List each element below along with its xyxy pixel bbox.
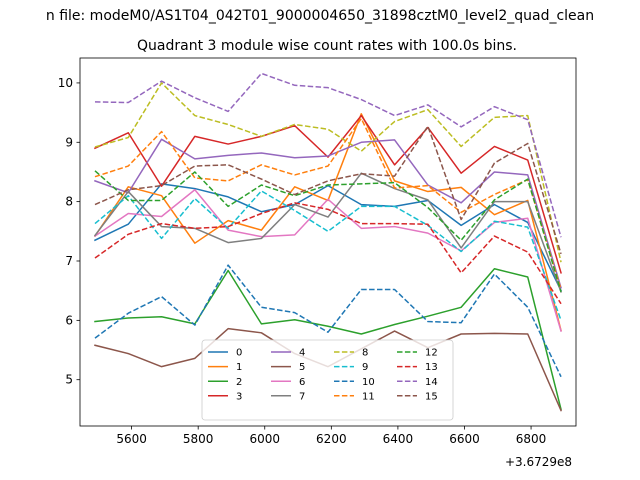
legend-label-0: 0 [236, 348, 242, 359]
y-tick-label: 5 [65, 373, 73, 387]
legend-label-8: 8 [362, 348, 368, 359]
legend-label-5: 5 [299, 362, 305, 373]
legend-label-9: 9 [362, 362, 368, 373]
series-line-11 [94, 117, 562, 290]
x-tick-label: 6200 [316, 432, 347, 446]
y-tick-label: 6 [65, 313, 73, 327]
series-line-1 [93, 113, 562, 332]
x-tick-label: 5800 [183, 432, 214, 446]
x-tick-label: 6000 [249, 432, 280, 446]
legend-label-2: 2 [236, 377, 242, 388]
figure-suptitle: n file: modeM0/AS1T04_042T01_9000004650_… [46, 8, 594, 24]
legend-label-11: 11 [362, 391, 375, 402]
series-line-12 [94, 170, 562, 293]
series-line-13 [94, 202, 562, 305]
legend-label-15: 15 [425, 391, 438, 402]
series-line-15 [94, 125, 562, 255]
legend-label-12: 12 [425, 348, 438, 359]
x-tick-label: 5600 [116, 432, 147, 446]
y-tick-label: 10 [58, 76, 73, 90]
legend-label-6: 6 [299, 377, 305, 388]
x-offset-label: +3.6729e8 [505, 455, 572, 469]
legend-label-13: 13 [425, 362, 438, 373]
y-tick-label: 7 [65, 254, 73, 268]
x-tick-label: 6800 [516, 432, 547, 446]
y-tick-label: 8 [65, 195, 73, 209]
legend-label-7: 7 [299, 391, 305, 402]
series-line-8 [94, 82, 562, 263]
legend-label-10: 10 [362, 377, 375, 388]
series-line-14 [94, 72, 562, 238]
x-tick-label: 6400 [383, 432, 414, 446]
x-tick-label: 6600 [449, 432, 480, 446]
y-tick-label: 9 [65, 135, 73, 149]
legend-label-4: 4 [299, 348, 305, 359]
legend-frame [201, 339, 454, 421]
series-line-4 [94, 138, 562, 289]
x-axis: 5600 5800 6000 6200 6400 6600 6800 [116, 426, 546, 446]
series-line-7 [93, 172, 562, 293]
legend-label-3: 3 [236, 391, 242, 402]
chart-title: Quadrant 3 module wise count rates with … [137, 38, 517, 54]
series-line-10 [94, 264, 562, 378]
legend-label-1: 1 [236, 362, 242, 373]
y-axis: 5 6 7 8 9 10 [58, 76, 80, 387]
legend-label-14: 14 [425, 377, 438, 388]
series-line-3 [93, 114, 562, 274]
series-line-2 [94, 267, 562, 411]
